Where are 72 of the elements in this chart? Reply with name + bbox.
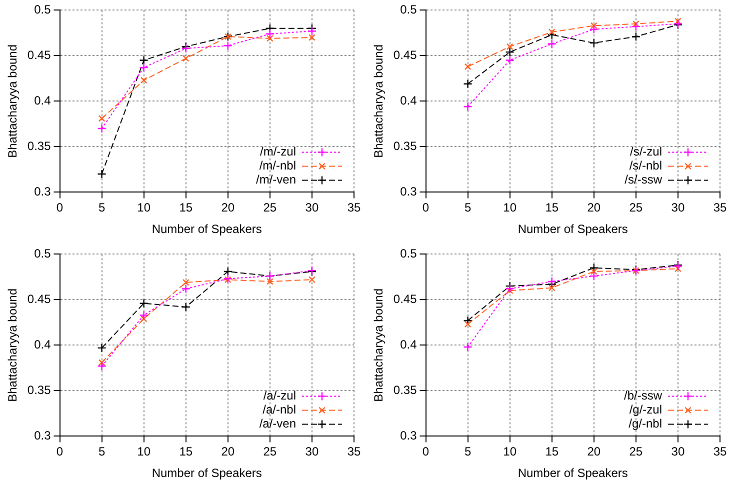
y-tick-label: 0.35 [393, 382, 418, 397]
y-tick-label: 0.3 [34, 428, 52, 442]
x-tick-label: 35 [713, 200, 727, 215]
x-tick-label: 0 [56, 200, 64, 215]
x-tick-label: 10 [503, 200, 517, 215]
x-tick-label: 5 [98, 444, 106, 458]
x-axis-title: Number of Speakers [152, 466, 262, 480]
y-axis-title: Bhattacharyya bound [6, 288, 20, 402]
legend-label: /a/-zul [263, 388, 296, 402]
x-tick-label: 25 [263, 200, 277, 215]
x-axis-title: Number of Speakers [518, 222, 628, 236]
legend-label: /g/-nbl [628, 416, 662, 430]
x-tick-label: 20 [587, 444, 601, 458]
x-tick-label: 30 [671, 444, 685, 458]
x-tick-label: 20 [221, 444, 235, 458]
y-tick-label: 0.5 [400, 2, 418, 17]
x-tick-label: 15 [179, 200, 193, 215]
x-tick-label: 25 [629, 200, 643, 215]
legend-label: /s/-ssw [624, 172, 662, 187]
x-tick-label: 5 [464, 444, 472, 458]
legend-label: /m/-nbl [259, 158, 296, 173]
y-tick-label: 0.4 [34, 94, 52, 108]
y-tick-label: 0.3 [34, 184, 52, 199]
x-tick-label: 35 [347, 200, 361, 215]
x-tick-label: 15 [545, 444, 559, 458]
y-tick-label: 0.3 [400, 184, 418, 199]
legend-label: /a/-nbl [262, 402, 296, 416]
x-tick-label: 25 [263, 444, 277, 458]
x-tick-label: 25 [629, 444, 643, 458]
x-tick-label: 5 [98, 200, 106, 215]
x-tick-label: 30 [305, 200, 319, 215]
x-tick-label: 0 [422, 444, 430, 458]
legend-label: /g/-zul [629, 402, 662, 416]
x-tick-label: 0 [56, 444, 64, 458]
legend-label: /m/-zul [260, 144, 296, 159]
y-tick-label: 0.35 [27, 382, 52, 397]
y-tick-label: 0.4 [400, 337, 418, 352]
x-axis-title: Number of Speakers [518, 466, 628, 480]
x-tick-label: 10 [503, 444, 517, 458]
y-tick-label: 0.45 [27, 48, 52, 62]
y-tick-label: 0.35 [27, 139, 52, 154]
legend-label: /b/-ssw [624, 388, 662, 402]
x-tick-label: 10 [137, 444, 151, 458]
x-tick-label: 35 [713, 444, 727, 458]
y-tick-label: 0.45 [393, 48, 418, 62]
y-tick-label: 0.4 [400, 94, 418, 108]
y-axis-title: Bhattacharyya bound [372, 288, 386, 402]
y-tick-label: 0.45 [27, 292, 52, 306]
x-tick-label: 30 [305, 444, 319, 458]
x-tick-label: 15 [179, 444, 193, 458]
y-tick-label: 0.5 [34, 2, 52, 17]
y-tick-label: 0.5 [34, 246, 52, 260]
x-tick-label: 35 [347, 444, 361, 458]
legend-label: /m/-ven [256, 172, 296, 187]
y-tick-label: 0.5 [400, 246, 418, 260]
y-axis-title: Bhattacharyya bound [6, 44, 20, 158]
x-tick-label: 30 [671, 200, 685, 215]
y-tick-label: 0.45 [393, 292, 418, 306]
x-axis-title: Number of Speakers [152, 222, 262, 236]
x-tick-label: 10 [137, 200, 151, 215]
x-tick-label: 20 [587, 200, 601, 215]
y-tick-label: 0.4 [34, 337, 52, 352]
y-tick-label: 0.35 [393, 139, 418, 154]
y-tick-label: 0.3 [400, 428, 418, 442]
x-tick-label: 20 [221, 200, 235, 215]
legend-label: /a/-ven [259, 416, 296, 430]
legend-label: /s/-zul [630, 144, 662, 159]
x-tick-label: 15 [545, 200, 559, 215]
x-tick-label: 5 [464, 200, 472, 215]
y-axis-title: Bhattacharyya bound [372, 44, 386, 158]
x-tick-label: 0 [422, 200, 430, 215]
legend-label: /s/-nbl [629, 158, 662, 173]
